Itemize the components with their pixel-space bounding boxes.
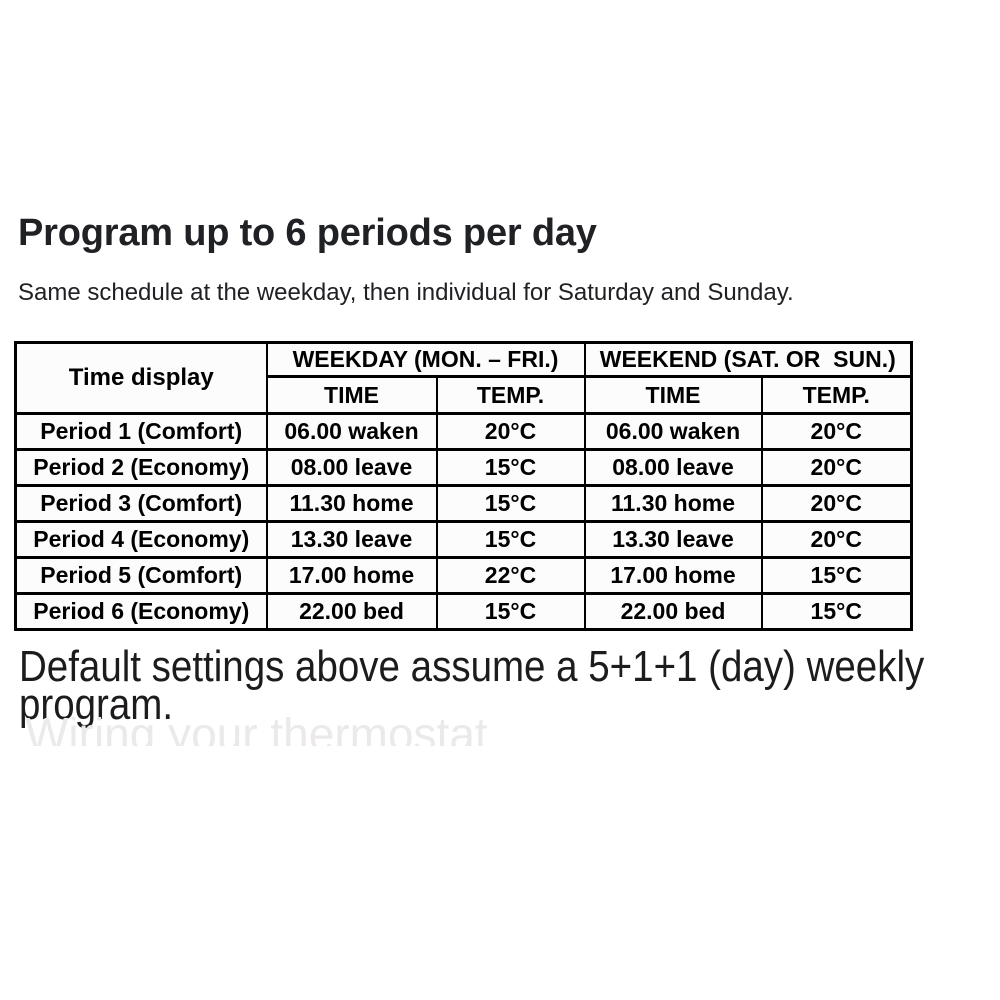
period-cell: Period 4 (Economy) [14, 520, 268, 559]
weekend-time-cell: 06.00 waken [583, 412, 763, 451]
weekday-time-header: TIME [265, 375, 438, 415]
weekend-time-cell: 22.00 bed [583, 592, 763, 631]
weekend-temp-cell: 20°C [760, 484, 913, 523]
weekend-temp-cell: 15°C [760, 556, 913, 595]
period-cell: Period 2 (Economy) [14, 448, 268, 487]
weekday-time-cell: 11.30 home [265, 484, 438, 523]
time-display-header: Time display [14, 341, 268, 415]
weekday-temp-cell: 15°C [435, 448, 586, 487]
weekend-group-header: WEEKEND (SAT. OR SUN.) [583, 341, 913, 378]
weekday-time-cell: 13.30 leave [265, 520, 438, 559]
table-row: Period 2 (Economy) 08.00 leave 15°C 08.0… [14, 448, 913, 487]
note-line-1: Default settings above assume a 5+1+1 (d… [19, 642, 925, 691]
period-cell: Period 6 (Economy) [14, 592, 268, 631]
weekday-temp-cell: 15°C [435, 484, 586, 523]
schedule-table: Time display WEEKDAY (MON. – FRI.) WEEKE… [14, 341, 913, 631]
weekend-time-cell: 17.00 home [583, 556, 763, 595]
weekday-temp-cell: 15°C [435, 520, 586, 559]
period-cell: Period 1 (Comfort) [14, 412, 268, 451]
weekday-temp-cell: 20°C [435, 412, 586, 451]
table-group-header-row: Time display WEEKDAY (MON. – FRI.) WEEKE… [14, 341, 913, 415]
watermark-clip: Wiring your thermostat [25, 717, 725, 746]
weekend-time-cell: 11.30 home [583, 484, 763, 523]
weekday-group-header: WEEKDAY (MON. – FRI.) [265, 341, 586, 378]
weekday-time-cell: 22.00 bed [265, 592, 438, 631]
weekend-temp-cell: 20°C [760, 448, 913, 487]
weekend-temp-cell: 20°C [760, 520, 913, 559]
period-cell: Period 5 (Comfort) [14, 556, 268, 595]
table-sub-header-row: TIME TEMP. TIME TEMP. [16, 375, 913, 415]
weekday-time-cell: 08.00 leave [265, 448, 438, 487]
table-row: Period 3 (Comfort) 11.30 home 15°C 11.30… [14, 484, 913, 523]
weekend-time-cell: 08.00 leave [583, 448, 763, 487]
period-cell: Period 3 (Comfort) [14, 484, 268, 523]
page-subtitle: Same schedule at the weekday, then indiv… [18, 279, 794, 306]
weekend-temp-cell: 20°C [760, 412, 913, 451]
table-row: Period 5 (Comfort) 17.00 home 22°C 17.00… [14, 556, 913, 595]
default-settings-note: Default settings above assume a 5+1+1 (d… [19, 642, 1000, 729]
table-row: Period 1 (Comfort) 06.00 waken 20°C 06.0… [14, 412, 913, 451]
table-row: Period 4 (Economy) 13.30 leave 15°C 13.3… [14, 520, 913, 559]
weekday-time-cell: 17.00 home [265, 556, 438, 595]
weekday-temp-header: TEMP. [435, 375, 586, 415]
weekend-temp-cell: 15°C [760, 592, 913, 631]
weekend-time-header: TIME [583, 375, 763, 415]
note-line-2: program. [19, 680, 174, 729]
weekend-time-cell: 13.30 leave [583, 520, 763, 559]
watermark-text: Wiring your thermostat [25, 717, 488, 746]
weekday-time-cell: 06.00 waken [265, 412, 438, 451]
weekday-temp-cell: 15°C [435, 592, 586, 631]
page-title: Program up to 6 periods per day [18, 212, 597, 254]
table-row: Period 6 (Economy) 22.00 bed 15°C 22.00 … [14, 592, 913, 631]
weekday-temp-cell: 22°C [435, 556, 586, 595]
weekend-temp-header: TEMP. [760, 375, 913, 415]
